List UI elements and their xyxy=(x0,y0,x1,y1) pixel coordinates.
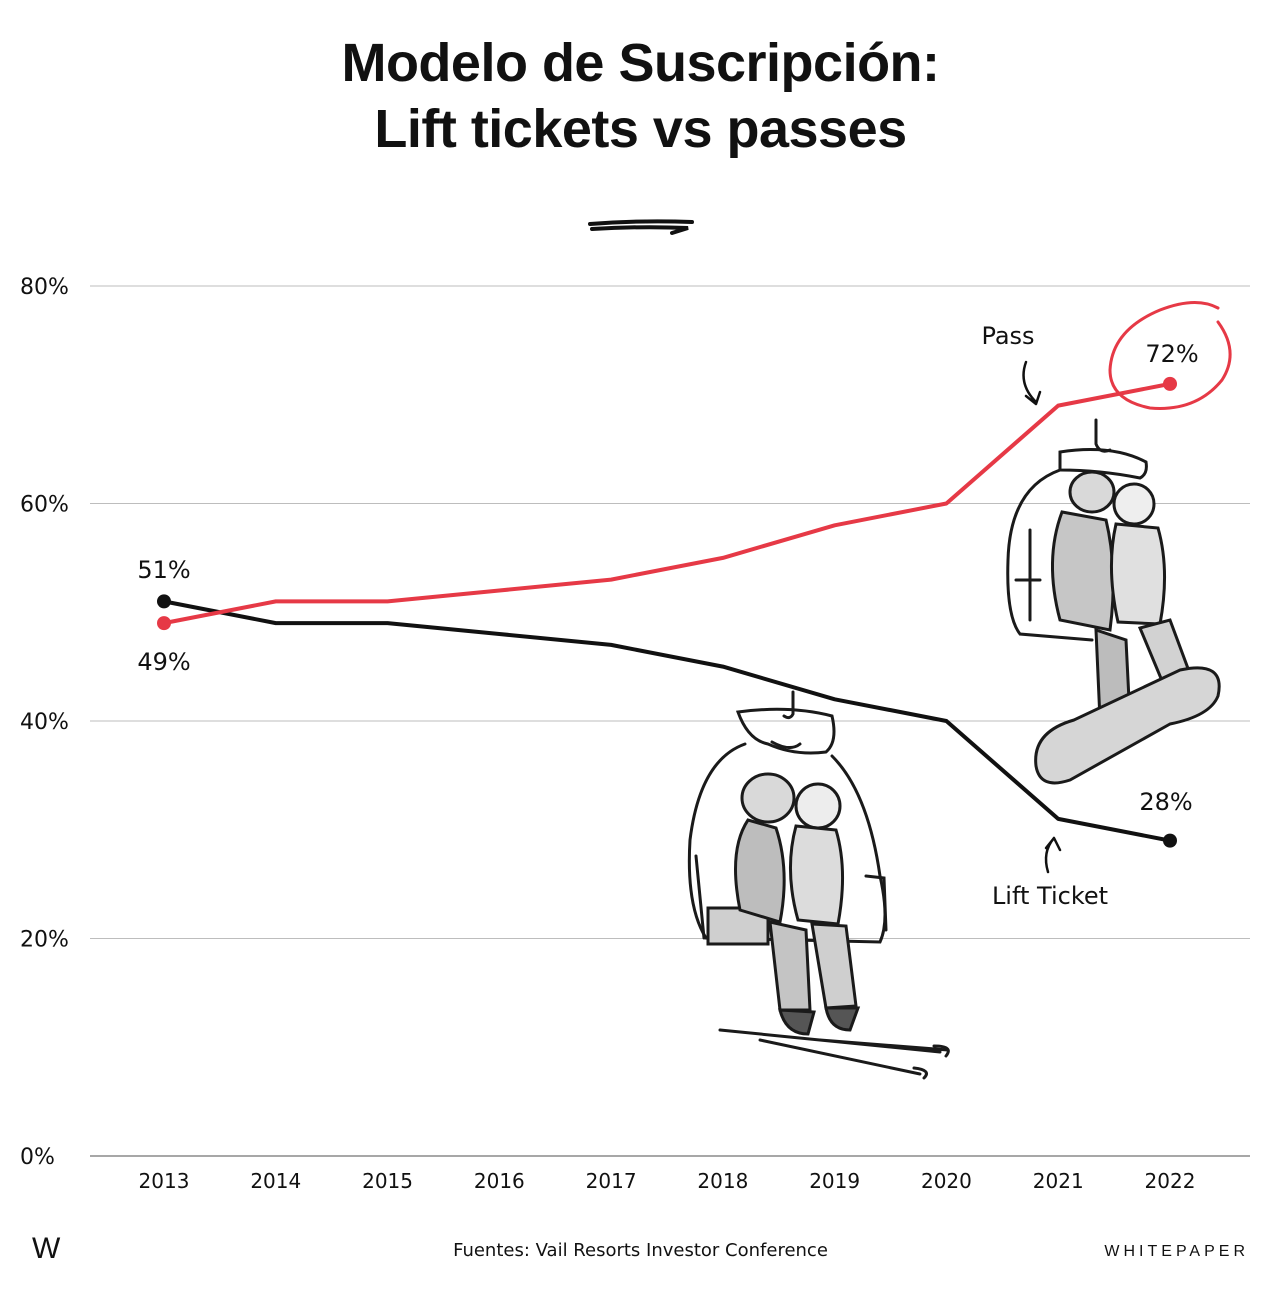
x-tick-label: 2019 xyxy=(809,1169,860,1193)
highlight-circle xyxy=(1108,301,1232,410)
data-label-pass-2013: 49% xyxy=(137,648,190,676)
data-point xyxy=(157,594,171,609)
pass-arrow xyxy=(1022,360,1042,406)
x-tick-label: 2014 xyxy=(250,1169,301,1193)
y-tick-label: 20% xyxy=(20,928,69,953)
data-point xyxy=(1163,833,1177,848)
title-underline-scribble xyxy=(588,219,694,235)
chart-title-line1: Modelo de Suscripción: xyxy=(341,33,940,93)
x-tick-label: 2013 xyxy=(139,1169,190,1193)
y-tick-label: 40% xyxy=(20,710,69,735)
series-points xyxy=(157,376,1177,848)
x-axis-ticks: 2013 2014 2015 2016 2017 2018 2019 2020 2021 2022 xyxy=(139,1169,1196,1193)
y-tick-label: 80% xyxy=(20,275,69,300)
brand-name: WHITEPAPER xyxy=(1104,1243,1249,1260)
data-label-ticket-2022: 28% xyxy=(1139,788,1192,816)
chart-title: Modelo de Suscripción: Lift tickets vs p… xyxy=(0,30,1281,162)
lift-ticket-arrow xyxy=(1044,836,1062,874)
data-point xyxy=(157,616,171,631)
y-axis-ticks: 0% 20% 40% 60% 80% xyxy=(20,275,69,1170)
x-tick-label: 2021 xyxy=(1033,1169,1084,1193)
chairlift-illustration-right xyxy=(1006,418,1221,785)
series-lines xyxy=(162,381,1172,843)
grid xyxy=(90,285,1250,1157)
legend-label-lift-ticket: Lift Ticket xyxy=(992,882,1108,910)
x-tick-label: 2018 xyxy=(697,1169,748,1193)
series-line xyxy=(162,381,1172,626)
whitepaper-logo: W xyxy=(32,1232,61,1265)
chairlift-illustration-left xyxy=(687,690,950,1080)
series-line xyxy=(162,599,1172,843)
y-tick-label: 0% xyxy=(20,1145,55,1170)
data-point xyxy=(1163,376,1177,391)
y-tick-label: 60% xyxy=(20,493,69,518)
x-tick-label: 2015 xyxy=(362,1169,413,1193)
x-tick-label: 2017 xyxy=(586,1169,637,1193)
data-label-pass-2022: 72% xyxy=(1145,340,1198,368)
legend-label-pass: Pass xyxy=(981,322,1034,350)
x-tick-label: 2020 xyxy=(921,1169,972,1193)
data-label-ticket-2013: 51% xyxy=(137,556,190,584)
x-tick-label: 2016 xyxy=(474,1169,525,1193)
source-note: Fuentes: Vail Resorts Investor Conferenc… xyxy=(453,1240,828,1261)
chart-title-line2: Lift tickets vs passes xyxy=(374,99,907,159)
x-tick-label: 2022 xyxy=(1145,1169,1196,1193)
